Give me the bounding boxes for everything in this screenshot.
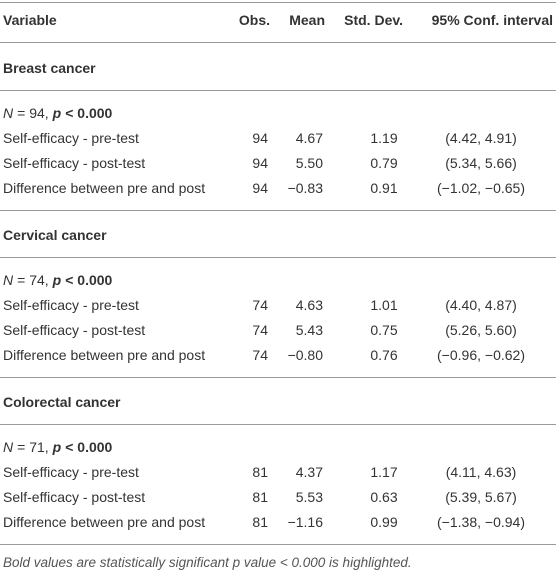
table-cell: (−0.96, −0.62) <box>437 347 525 363</box>
table-cell: (−1.02, −0.65) <box>437 180 525 196</box>
table-cell: −0.83 <box>287 180 323 196</box>
table-cell: 74 <box>252 297 268 313</box>
section-title: Cervical cancer <box>3 227 107 243</box>
sample-line: N = 71, p < 0.000 <box>3 438 112 456</box>
table-cell: (4.11, 4.63) <box>445 464 517 480</box>
row-label: Self-efficacy - pre-test <box>3 130 139 146</box>
row-label: Difference between pre and post <box>3 347 206 363</box>
row-label: Self-efficacy - post-test <box>3 489 146 505</box>
header-cell: Mean <box>289 12 325 28</box>
n-value: = 94, <box>17 105 49 121</box>
table-cell: 94 <box>252 180 268 196</box>
row-label: Self-efficacy - pre-test <box>3 464 139 480</box>
table-cell: 4.63 <box>295 297 323 313</box>
table-cell: (−1.38, −0.94) <box>437 514 525 530</box>
table-cell: 0.76 <box>370 347 398 363</box>
table-cell: 0.91 <box>370 180 398 196</box>
header-cell: Std. Dev. <box>344 12 403 28</box>
p-value: < 0.000 <box>65 105 113 121</box>
p-label: p <box>52 439 62 455</box>
section-rule <box>0 90 556 91</box>
row-label: Difference between pre and post <box>3 180 206 196</box>
table-cell: 0.99 <box>370 514 398 530</box>
table-cell: 4.67 <box>295 130 323 146</box>
table-cell: 94 <box>252 130 268 146</box>
p-label: p <box>52 272 62 288</box>
table-cell: 74 <box>252 347 268 363</box>
section-title: Colorectal cancer <box>3 394 121 410</box>
header-cell: Obs. <box>238 12 270 28</box>
p-value: < 0.000 <box>65 272 113 288</box>
table-cell: 4.37 <box>295 464 323 480</box>
section-end-rule <box>0 544 556 545</box>
header-rule <box>0 42 556 43</box>
table-cell: 5.43 <box>295 322 323 338</box>
row-label: Self-efficacy - pre-test <box>3 297 139 313</box>
table-cell: 1.19 <box>370 130 398 146</box>
section-end-rule <box>0 210 556 211</box>
sample-line: N = 74, p < 0.000 <box>3 271 112 289</box>
table-cell: −0.80 <box>287 347 323 363</box>
row-label: Self-efficacy - post-test <box>3 322 146 338</box>
table-cell: 5.50 <box>295 155 323 171</box>
header-cell: 95% Conf. interval <box>431 12 553 28</box>
n-label: N <box>3 105 14 121</box>
row-label: Difference between pre and post <box>3 514 206 530</box>
footnote: Bold values are statistically significan… <box>3 555 412 570</box>
table-cell: 81 <box>252 464 268 480</box>
table-cell: (5.34, 5.66) <box>445 155 517 171</box>
table-cell: 81 <box>252 514 268 530</box>
table-cell: (5.39, 5.67) <box>445 489 517 505</box>
table-cell: 1.01 <box>370 297 398 313</box>
top-rule <box>0 2 556 3</box>
table-cell: (5.26, 5.60) <box>445 322 517 338</box>
p-value: < 0.000 <box>65 439 113 455</box>
sample-line: N = 94, p < 0.000 <box>3 104 112 122</box>
section-end-rule <box>0 377 556 378</box>
n-value: = 74, <box>17 272 49 288</box>
table-cell: −1.16 <box>287 514 323 530</box>
table-cell: (4.42, 4.91) <box>445 130 517 146</box>
n-label: N <box>3 272 14 288</box>
table-cell: 94 <box>252 155 268 171</box>
table-cell: 74 <box>252 322 268 338</box>
row-label: Self-efficacy - post-test <box>3 155 146 171</box>
header-cell: Variable <box>3 12 57 28</box>
n-value: = 71, <box>17 439 49 455</box>
table-cell: 0.63 <box>370 489 398 505</box>
table-cell: 0.75 <box>370 322 398 338</box>
section-title: Breast cancer <box>3 60 96 76</box>
table-cell: 81 <box>252 489 268 505</box>
table-cell: 1.17 <box>370 464 398 480</box>
section-rule <box>0 424 556 425</box>
table-cell: (4.40, 4.87) <box>445 297 517 313</box>
n-label: N <box>3 439 14 455</box>
section-rule <box>0 257 556 258</box>
p-label: p <box>52 105 62 121</box>
table-cell: 5.53 <box>295 489 323 505</box>
table-cell: 0.79 <box>370 155 398 171</box>
